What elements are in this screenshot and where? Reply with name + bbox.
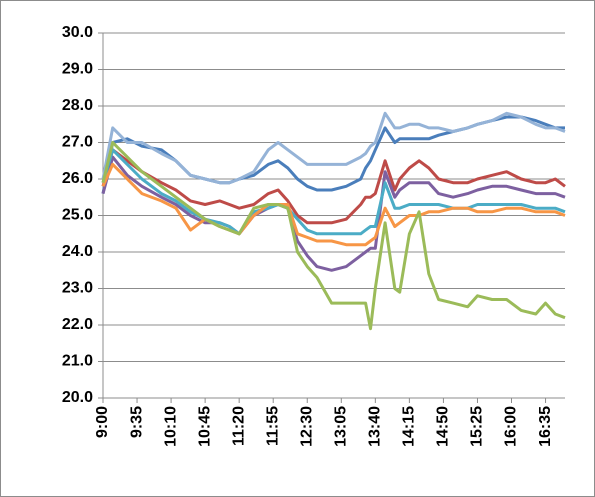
y-tick-label: 23.0 bbox=[62, 280, 93, 297]
y-tick-label: 22.0 bbox=[62, 316, 93, 333]
y-tick-label: 24.0 bbox=[62, 243, 93, 260]
x-tick-label: 14:15 bbox=[401, 406, 418, 447]
x-tick-label: 13:40 bbox=[367, 406, 384, 447]
y-tick-label: 26.0 bbox=[62, 170, 93, 187]
series-line bbox=[101, 141, 566, 331]
x-tick-label: 16:35 bbox=[537, 406, 554, 447]
x-tick-label: 14:50 bbox=[435, 406, 452, 447]
x-tick-label: 16:00 bbox=[503, 406, 520, 447]
y-tick-label: 30.0 bbox=[62, 24, 93, 41]
x-tick-label: 10:45 bbox=[196, 406, 213, 447]
x-tick-label: 12:30 bbox=[298, 406, 315, 447]
x-tick-label: 9:35 bbox=[128, 406, 145, 438]
y-tick-label: 25.0 bbox=[62, 207, 93, 224]
x-tick-label: 9:00 bbox=[94, 406, 111, 438]
series-line bbox=[101, 162, 566, 247]
y-tick-label: 29.0 bbox=[62, 61, 93, 78]
series-line bbox=[101, 155, 566, 272]
x-tick-label: 10:10 bbox=[162, 406, 179, 447]
y-tick-label: 27.0 bbox=[62, 134, 93, 151]
series-line bbox=[101, 111, 566, 185]
y-tick-label: 20.0 bbox=[62, 389, 93, 406]
x-tick-label: 15:25 bbox=[469, 406, 486, 447]
x-tick-label: 11:55 bbox=[264, 406, 281, 446]
x-tick-label: 13:05 bbox=[333, 406, 350, 447]
x-tick-label: 11:20 bbox=[230, 406, 247, 446]
y-tick-label: 21.0 bbox=[62, 353, 93, 370]
y-tick-label: 28.0 bbox=[62, 97, 93, 114]
series-line bbox=[101, 148, 566, 225]
